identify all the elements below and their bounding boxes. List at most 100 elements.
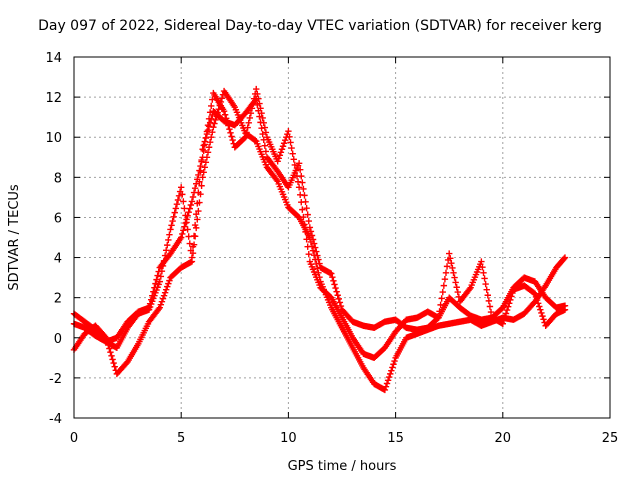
data-point-interp (244, 124, 251, 131)
data-point-interp (197, 190, 204, 198)
data-point-interp (162, 247, 170, 254)
data-point-interp (182, 219, 189, 227)
data-point-interp (157, 301, 165, 308)
data-point-interp (165, 280, 172, 287)
data-point-interp (279, 143, 287, 150)
data-point-interp (213, 113, 220, 120)
data-point-interp (226, 126, 233, 133)
data-point-interp (111, 363, 118, 370)
data-point (253, 85, 260, 93)
data-point-interp (257, 105, 264, 112)
data-point-interp (201, 164, 208, 171)
data-point-interp (152, 280, 159, 287)
data-point-interp (388, 367, 395, 374)
data-point-interp (449, 264, 456, 272)
data-point-interp (180, 227, 187, 234)
data-point-interp (174, 196, 182, 204)
data-point-interp (296, 191, 304, 198)
data-point (306, 224, 314, 231)
data-point-interp (246, 114, 254, 122)
data-point-interp (509, 289, 516, 297)
data-point-interp (198, 182, 205, 189)
data-point-interp (258, 109, 265, 117)
y-axis-label: SDTVAR / TECUs (7, 184, 22, 291)
data-point-interp (256, 113, 263, 120)
data-point-interp (194, 176, 201, 183)
data-point-interp (209, 96, 216, 103)
data-point-interp (296, 166, 304, 173)
data-point-interp (502, 310, 510, 317)
data-point-interp (151, 284, 158, 291)
y-tick-label: 6 (54, 211, 62, 226)
data-point-interp (385, 373, 393, 381)
data-point-interp (537, 306, 544, 313)
y-tick-label: 2 (54, 292, 62, 307)
data-point-interp (196, 199, 203, 206)
data-point-interp (331, 281, 338, 288)
data-point-interp (108, 352, 115, 360)
data-point-interp (183, 216, 190, 223)
data-point-interp (221, 111, 229, 118)
data-point-interp (214, 109, 221, 116)
data-point-interp (436, 308, 443, 315)
data-point-interp (189, 249, 197, 257)
data-point-interp (254, 90, 261, 98)
data-point-interp (481, 275, 488, 282)
data-point-interp (303, 205, 310, 212)
data-point-interp (387, 370, 394, 378)
data-point (199, 154, 206, 161)
data-point-interp (190, 241, 198, 248)
data-point-interp (448, 259, 455, 267)
data-point-interp (260, 119, 267, 126)
data-point-interp (503, 306, 511, 314)
data-point-interp (194, 216, 201, 223)
data-point-interp (273, 176, 280, 184)
data-point-interp (205, 123, 213, 130)
data-point-interp (299, 206, 306, 213)
data-point-interp (454, 288, 461, 296)
data-point-interp (218, 95, 226, 102)
data-point (242, 134, 249, 141)
data-point-interp (336, 299, 344, 306)
data-point (178, 234, 185, 241)
data-point (199, 174, 206, 181)
data-point-interp (482, 280, 489, 288)
data-point-interp (209, 129, 216, 136)
data-point-interp (168, 222, 175, 229)
data-point-interp (195, 207, 202, 215)
data-point-interp (179, 191, 186, 198)
data-point-interp (191, 233, 199, 240)
data-point-interp (186, 240, 193, 247)
x-axis-label: GPS time / hours (288, 459, 397, 474)
data-point (381, 386, 389, 394)
data-point-interp (229, 136, 236, 144)
data-point-interp (533, 296, 541, 304)
data-point-interp (224, 118, 231, 126)
data-point-interp (206, 109, 214, 116)
data-point-interp (150, 288, 157, 295)
data-point-interp (466, 285, 473, 293)
data-point (167, 226, 174, 233)
data-point-interp (208, 134, 215, 141)
data-point (306, 234, 314, 241)
series-track-b (70, 87, 569, 394)
data-point-interp (189, 193, 197, 201)
data-point (220, 107, 228, 115)
data-point-interp (164, 283, 171, 290)
data-point-interp (227, 129, 234, 137)
data-point-interp (299, 179, 306, 186)
data-point-interp (197, 162, 204, 170)
y-tick-label: 10 (45, 131, 62, 146)
data-point-interp (539, 312, 546, 320)
data-point-interp (208, 102, 215, 110)
data-point-interp (302, 228, 309, 236)
data-point-interp (305, 250, 312, 258)
y-tick-label: 4 (54, 252, 62, 267)
data-point-interp (337, 302, 345, 310)
data-point (156, 278, 163, 285)
data-point-interp (301, 221, 308, 228)
data-point (210, 123, 217, 131)
data-point-interp (161, 289, 169, 296)
data-point-interp (504, 303, 512, 310)
data-point-interp (109, 356, 116, 363)
